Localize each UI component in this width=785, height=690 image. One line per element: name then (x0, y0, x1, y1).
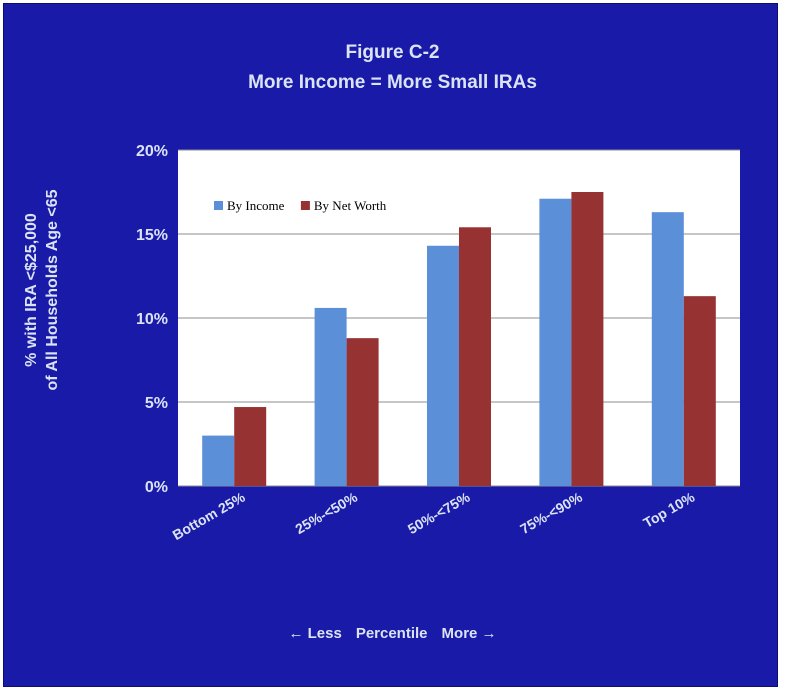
x-axis-note: ← Less Percentile More → (0, 625, 785, 642)
bar (571, 192, 604, 486)
bar (539, 198, 572, 486)
bar (202, 435, 235, 486)
x-tick-label: 50%-<75% (405, 488, 473, 537)
legend-swatch (214, 201, 223, 210)
y-tick-label: 15% (136, 227, 168, 244)
x-tick-label: 25%-<50% (292, 488, 360, 537)
x-tick-label: Bottom 25% (170, 488, 249, 543)
chart-title: Figure C-2 (345, 42, 440, 63)
y-tick-label: 5% (145, 395, 168, 412)
x-axis-note-less: ← Less (288, 625, 342, 642)
bar (427, 245, 459, 486)
bar (234, 407, 267, 486)
legend-swatch (300, 201, 310, 210)
bar (459, 227, 491, 486)
x-tick-label: Top 10% (640, 488, 697, 530)
x-tick-label: 75%-<90% (517, 488, 585, 537)
legend-label: By Income (227, 198, 285, 213)
y-tick-label: 0% (145, 479, 168, 496)
x-axis-note-more: More → (441, 625, 497, 642)
chart-subtitle: More Income = More Small IRAs (248, 72, 537, 93)
y-tick-label: 20% (136, 143, 168, 160)
y-tick-label: 10% (136, 311, 168, 328)
bar (651, 212, 684, 486)
bar (346, 338, 379, 486)
bar (314, 307, 347, 486)
x-axis-note-percentile: Percentile (355, 625, 428, 642)
legend (206, 194, 418, 218)
bar (683, 296, 716, 486)
legend-label: By Net Worth (314, 198, 387, 213)
